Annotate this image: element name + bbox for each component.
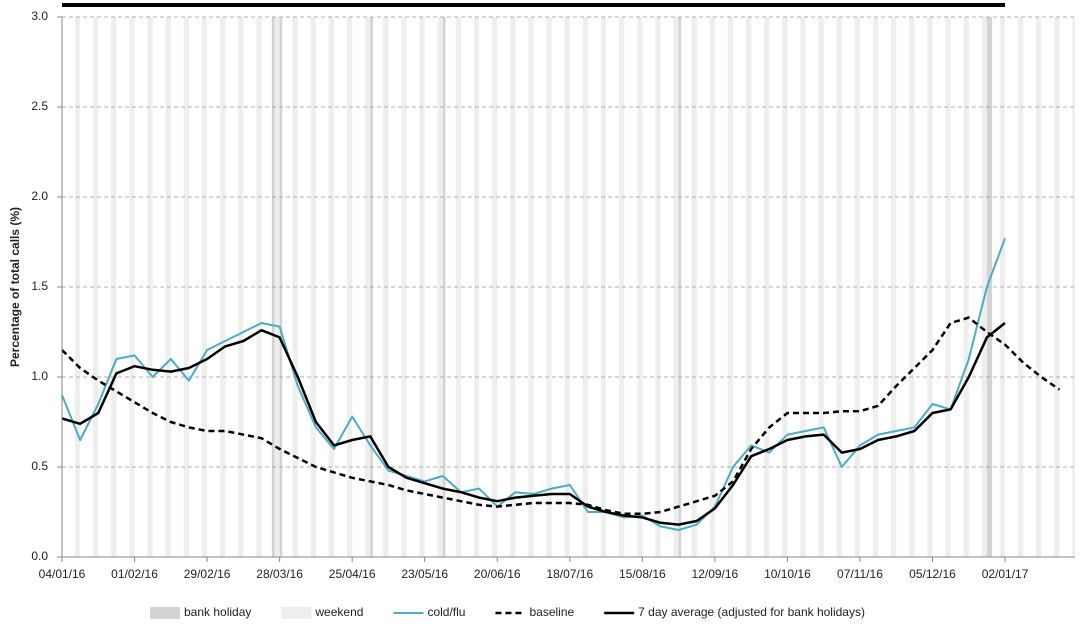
weekend-band xyxy=(528,17,534,557)
x-tick-label: 10/10/16 xyxy=(764,567,811,581)
x-tick-label: 20/06/16 xyxy=(474,567,521,581)
x-tick-label: 12/09/16 xyxy=(692,567,739,581)
legend-label: weekend xyxy=(314,605,363,619)
y-axis-label: Percentage of total calls (%) xyxy=(8,207,22,367)
y-tick-label: 0.0 xyxy=(31,549,48,563)
weekend-band xyxy=(800,17,806,557)
weekend-band xyxy=(1018,17,1024,557)
weekend-band xyxy=(709,17,715,557)
weekend-band xyxy=(492,17,498,557)
weekend-band xyxy=(220,17,226,557)
weekend-band xyxy=(147,17,153,557)
legend-label: cold/flu xyxy=(427,605,465,619)
weekend-band xyxy=(546,17,552,557)
legend: bank holiday weekend cold/flu baseline 7 day… xyxy=(150,605,865,619)
y-tick-label: 3.0 xyxy=(31,9,48,23)
bank-holiday-band xyxy=(989,17,993,557)
x-tick-label: 02/01/17 xyxy=(982,567,1029,581)
grid-layer xyxy=(57,16,1075,562)
weekend-band xyxy=(854,17,860,557)
legend-swatch xyxy=(150,607,180,619)
y-tick-label: 2.5 xyxy=(31,99,48,113)
x-tick-label: 25/04/16 xyxy=(329,567,376,581)
weekend-band xyxy=(401,17,407,557)
x-tick-label: 18/07/16 xyxy=(546,567,593,581)
legend-swatch xyxy=(281,607,312,619)
legend-label: baseline xyxy=(529,605,574,619)
x-tick-label: 05/12/16 xyxy=(909,567,956,581)
weekend-band xyxy=(673,17,679,557)
weekend-band xyxy=(981,17,987,557)
x-tick-label: 23/05/16 xyxy=(401,567,448,581)
weekend-band xyxy=(891,17,897,557)
line-layer xyxy=(61,238,1061,531)
y-tick-label: 2.0 xyxy=(31,189,48,203)
legend-label: 7 day average (adjusted for bank holiday… xyxy=(638,605,865,619)
legend-label: bank holiday xyxy=(184,605,251,619)
y-tick-label: 0.5 xyxy=(31,459,48,473)
weekend-band xyxy=(274,17,280,557)
series-line xyxy=(61,322,1006,526)
x-tick-label: 28/03/16 xyxy=(256,567,303,581)
y-tick-label: 1.5 xyxy=(31,279,48,293)
weekend-band xyxy=(455,17,461,557)
weekend-band xyxy=(764,17,770,557)
weekend-band xyxy=(310,17,316,557)
x-tick-label: 04/01/16 xyxy=(39,567,86,581)
bank-holiday-band xyxy=(442,17,446,557)
weekend-band xyxy=(945,17,951,557)
weekend-band xyxy=(582,17,588,557)
x-tick-label: 07/11/16 xyxy=(837,567,883,581)
x-tick-label: 29/02/16 xyxy=(184,567,231,581)
weekend-band xyxy=(93,17,99,557)
weekend-band xyxy=(365,17,371,557)
weekend-band xyxy=(619,17,625,557)
x-tick-label: 15/08/16 xyxy=(619,567,666,581)
x-tick-label: 01/02/16 xyxy=(111,567,158,581)
y-tick-label: 1.0 xyxy=(31,369,48,383)
weekend-band xyxy=(927,17,933,557)
series-line xyxy=(61,238,1006,531)
series-line xyxy=(61,316,1061,516)
weekend-band xyxy=(129,17,135,557)
weekend-band xyxy=(183,17,189,557)
